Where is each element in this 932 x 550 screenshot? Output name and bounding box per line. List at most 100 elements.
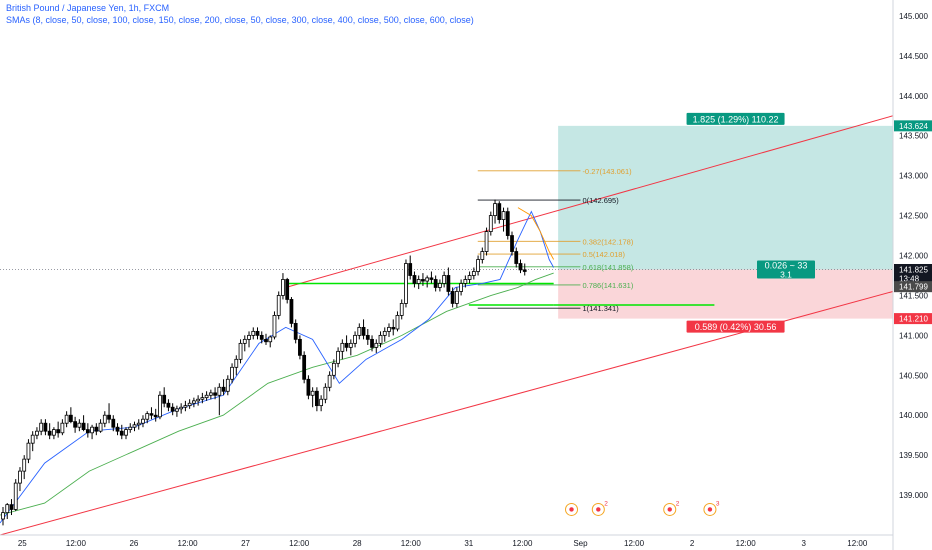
- time-axis[interactable]: 25 12:00 26 12:00 27 12:00 28 12:00 31 12:00 Sep 12…: [0, 534, 893, 548]
- event-marker-icon: 3: [703, 500, 720, 516]
- candle: [242, 335, 247, 352]
- candle: [323, 383, 328, 404]
- candle: [344, 335, 349, 352]
- candle-body: [60, 422, 65, 434]
- candle: [94, 423, 99, 436]
- event-count: 2: [604, 500, 608, 507]
- candle-body: [522, 269, 527, 272]
- candle-body: [111, 418, 116, 428]
- candle-body: [438, 283, 442, 288]
- candle-body: [217, 386, 222, 396]
- candle: [340, 339, 345, 360]
- candle-body: [5, 504, 10, 514]
- time-tick-label: 12:00: [512, 539, 533, 548]
- time-tick-label: 25: [18, 539, 27, 548]
- candle-body: [484, 231, 489, 252]
- candle-body: [518, 263, 523, 271]
- candle-body: [124, 429, 128, 436]
- time-tick-label: 27: [241, 539, 250, 548]
- candle: [39, 419, 44, 436]
- candle: [276, 291, 281, 320]
- candle: [43, 419, 48, 436]
- entry-badge-line2: 3.1: [780, 269, 792, 279]
- event-count: 2: [676, 500, 680, 507]
- candle-body: [425, 277, 430, 282]
- candle-body: [43, 422, 48, 432]
- candle-body: [204, 394, 209, 399]
- price-tick-label: 144.500: [899, 52, 928, 61]
- candle: [302, 351, 307, 384]
- candle-body: [94, 426, 99, 432]
- candle-body: [459, 283, 463, 292]
- time-tick-label: 12:00: [401, 539, 422, 548]
- candle-body: [52, 429, 56, 436]
- candle-body: [348, 342, 353, 348]
- candle: [90, 424, 94, 440]
- candle: [213, 387, 217, 400]
- time-tick-label: Sep: [573, 539, 588, 548]
- candle-body: [404, 263, 408, 304]
- candles: [1, 199, 527, 526]
- price-tick-label: 139.000: [899, 491, 928, 500]
- candle: [353, 331, 357, 348]
- candle: [378, 331, 383, 348]
- candle: [191, 397, 196, 408]
- candle: [102, 411, 107, 428]
- price-tick-label: 141.500: [899, 291, 928, 300]
- candle-body: [1, 512, 5, 520]
- candle: [238, 339, 243, 364]
- candle: [293, 319, 298, 344]
- candle: [310, 387, 315, 408]
- candle: [230, 363, 234, 384]
- event-markers[interactable]: 2 2 3: [565, 500, 720, 516]
- candle-body: [302, 354, 307, 380]
- price-axis[interactable]: 139.000 139.500 140.000 140.500 141.000 141.5…: [892, 0, 932, 550]
- candle-body: [365, 334, 370, 340]
- target-badge-text: 1.825 (1.29%) 110.22: [693, 114, 779, 124]
- candle-body: [488, 215, 493, 232]
- stop-badge: 0.589 (0.42%) 30.56: [686, 320, 785, 333]
- candle: [442, 271, 447, 288]
- candle-body: [30, 434, 35, 444]
- candle-body: [242, 338, 247, 344]
- price-tag: 141.210: [894, 313, 932, 325]
- candle-body: [145, 413, 150, 420]
- candle: [22, 455, 27, 480]
- candle: [259, 331, 264, 344]
- candle-body: [255, 330, 260, 336]
- candle: [387, 323, 391, 337]
- candle-body: [310, 390, 315, 396]
- candle: [382, 327, 387, 342]
- time-tick-label: 26: [129, 539, 138, 548]
- candle-body: [107, 414, 111, 420]
- candle-body: [433, 279, 438, 288]
- time-tick-label: 12:00: [847, 539, 868, 548]
- candle: [225, 375, 230, 396]
- candle-body: [493, 203, 497, 216]
- time-tick-label: 2: [690, 539, 695, 548]
- candle: [480, 247, 485, 264]
- candle-body: [251, 330, 256, 336]
- candle-body: [35, 430, 39, 436]
- drawing-labels: -0.27(143.061) 0(142.695) 0.382(142.178) 0.…: [582, 112, 815, 333]
- candle: [268, 335, 273, 348]
- candle-body: [374, 342, 379, 348]
- candle-body: [340, 342, 345, 352]
- candle-body: [323, 386, 328, 400]
- event-dot: [707, 507, 713, 512]
- candle-body: [225, 378, 230, 392]
- candle: [471, 267, 476, 280]
- candle: [9, 499, 14, 516]
- price-tick-label: 141.000: [899, 331, 928, 340]
- position-tool[interactable]: [558, 125, 893, 319]
- candle-body: [119, 430, 124, 436]
- candle: [370, 335, 374, 352]
- candle: [357, 323, 362, 340]
- candle-body: [175, 408, 179, 412]
- candle-body: [289, 299, 294, 324]
- candle-body: [378, 334, 383, 344]
- candle-body: [102, 414, 107, 424]
- candle-body: [429, 277, 434, 280]
- candle: [425, 275, 430, 288]
